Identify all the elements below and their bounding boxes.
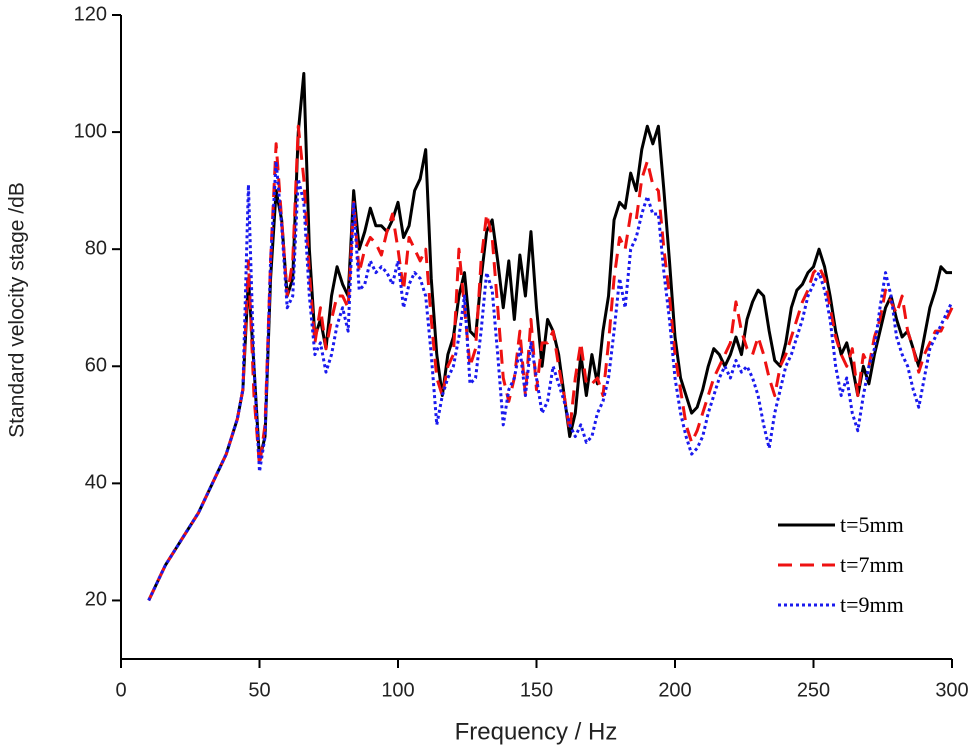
x-tick-label: 0: [115, 679, 126, 701]
x-tick-label: 200: [658, 679, 691, 701]
y-tick-label: 120: [74, 3, 107, 25]
x-tick-label: 150: [520, 679, 553, 701]
data-line: [147, 124, 954, 602]
y-tick-label: 80: [85, 237, 107, 259]
x-tick-label: 300: [935, 679, 968, 701]
x-tick-label: 50: [248, 679, 270, 701]
y-tick-label: 20: [85, 589, 107, 611]
legend-label: t=7mm: [840, 552, 904, 577]
x-tick-label: 250: [797, 679, 830, 701]
y-tick-label: 100: [74, 120, 107, 142]
x-axis-title: Frequency / Hz: [455, 718, 618, 745]
y-tick-label: 40: [85, 472, 107, 494]
y-axis-title: Standard velocity stage /dB: [6, 182, 29, 438]
data-line: [147, 159, 954, 602]
legend-label: t=9mm: [840, 592, 904, 617]
y-tick-label: 60: [85, 355, 107, 377]
x-tick-label: 100: [381, 679, 414, 701]
legend-label: t=5mm: [840, 512, 904, 537]
